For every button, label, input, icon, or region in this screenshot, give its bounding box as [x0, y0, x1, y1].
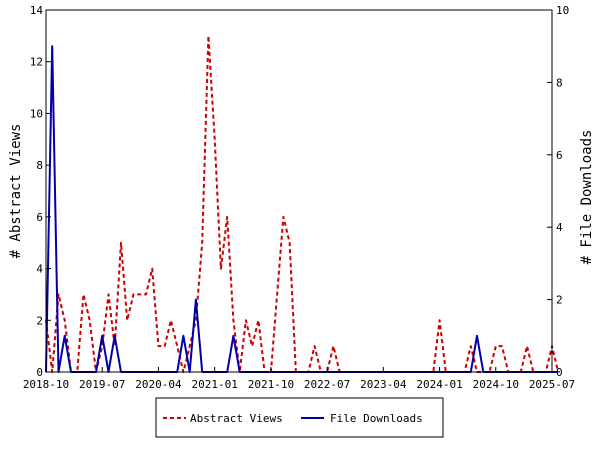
y-left-tick-label: 2: [36, 314, 43, 327]
y-left-tick-label: 8: [36, 159, 43, 172]
axis-layer: 0 2 4 6 8 10 12 14 0 2 4 6 8 10 2018-10 2019-07 2020-04 2…: [23, 4, 575, 391]
x-tick-label: 2024-10: [473, 378, 519, 391]
x-tick-label: 2020-04: [135, 378, 182, 391]
y-axis-title-right: # File Downloads: [579, 130, 595, 265]
y-right-tick-label: 8: [556, 76, 563, 89]
x-tick-label: 2022-07: [304, 378, 350, 391]
x-tick-label: 2021-01: [191, 378, 237, 391]
y-right-tick-label: 4: [556, 221, 563, 234]
y-left-tick-label: 0: [36, 366, 43, 379]
plot-frame: [45, 9, 553, 373]
y-left-tick-label: 4: [36, 263, 43, 276]
x-tick-label: 2019-07: [79, 378, 125, 391]
x-tick-label: 2018-10: [23, 378, 69, 391]
legend-label-abstract-views: Abstract Views: [190, 412, 283, 425]
y-right-tick-label: 6: [556, 149, 563, 162]
y-left-tick-label: 12: [30, 56, 43, 69]
legend: Abstract Views File Downloads: [155, 397, 444, 438]
y-axis-title-left: # Abstract Views: [8, 124, 24, 259]
y-left-tick-label: 6: [36, 211, 43, 224]
x-tick-label: 2021-10: [248, 378, 294, 391]
legend-box: [155, 397, 444, 438]
x-tick-label: 2025-07: [529, 378, 575, 391]
y-right-tick-label: 10: [556, 4, 569, 17]
y-right-tick-label: 2: [556, 294, 563, 307]
y-left-tick-label: 10: [30, 107, 43, 120]
x-tick-label: 2024-01: [416, 378, 462, 391]
y-right-tick-label: 0: [556, 366, 563, 379]
x-tick-label: 2023-04: [360, 378, 407, 391]
y-left-tick-label: 14: [30, 4, 44, 17]
legend-label-file-downloads: File Downloads: [330, 412, 423, 425]
